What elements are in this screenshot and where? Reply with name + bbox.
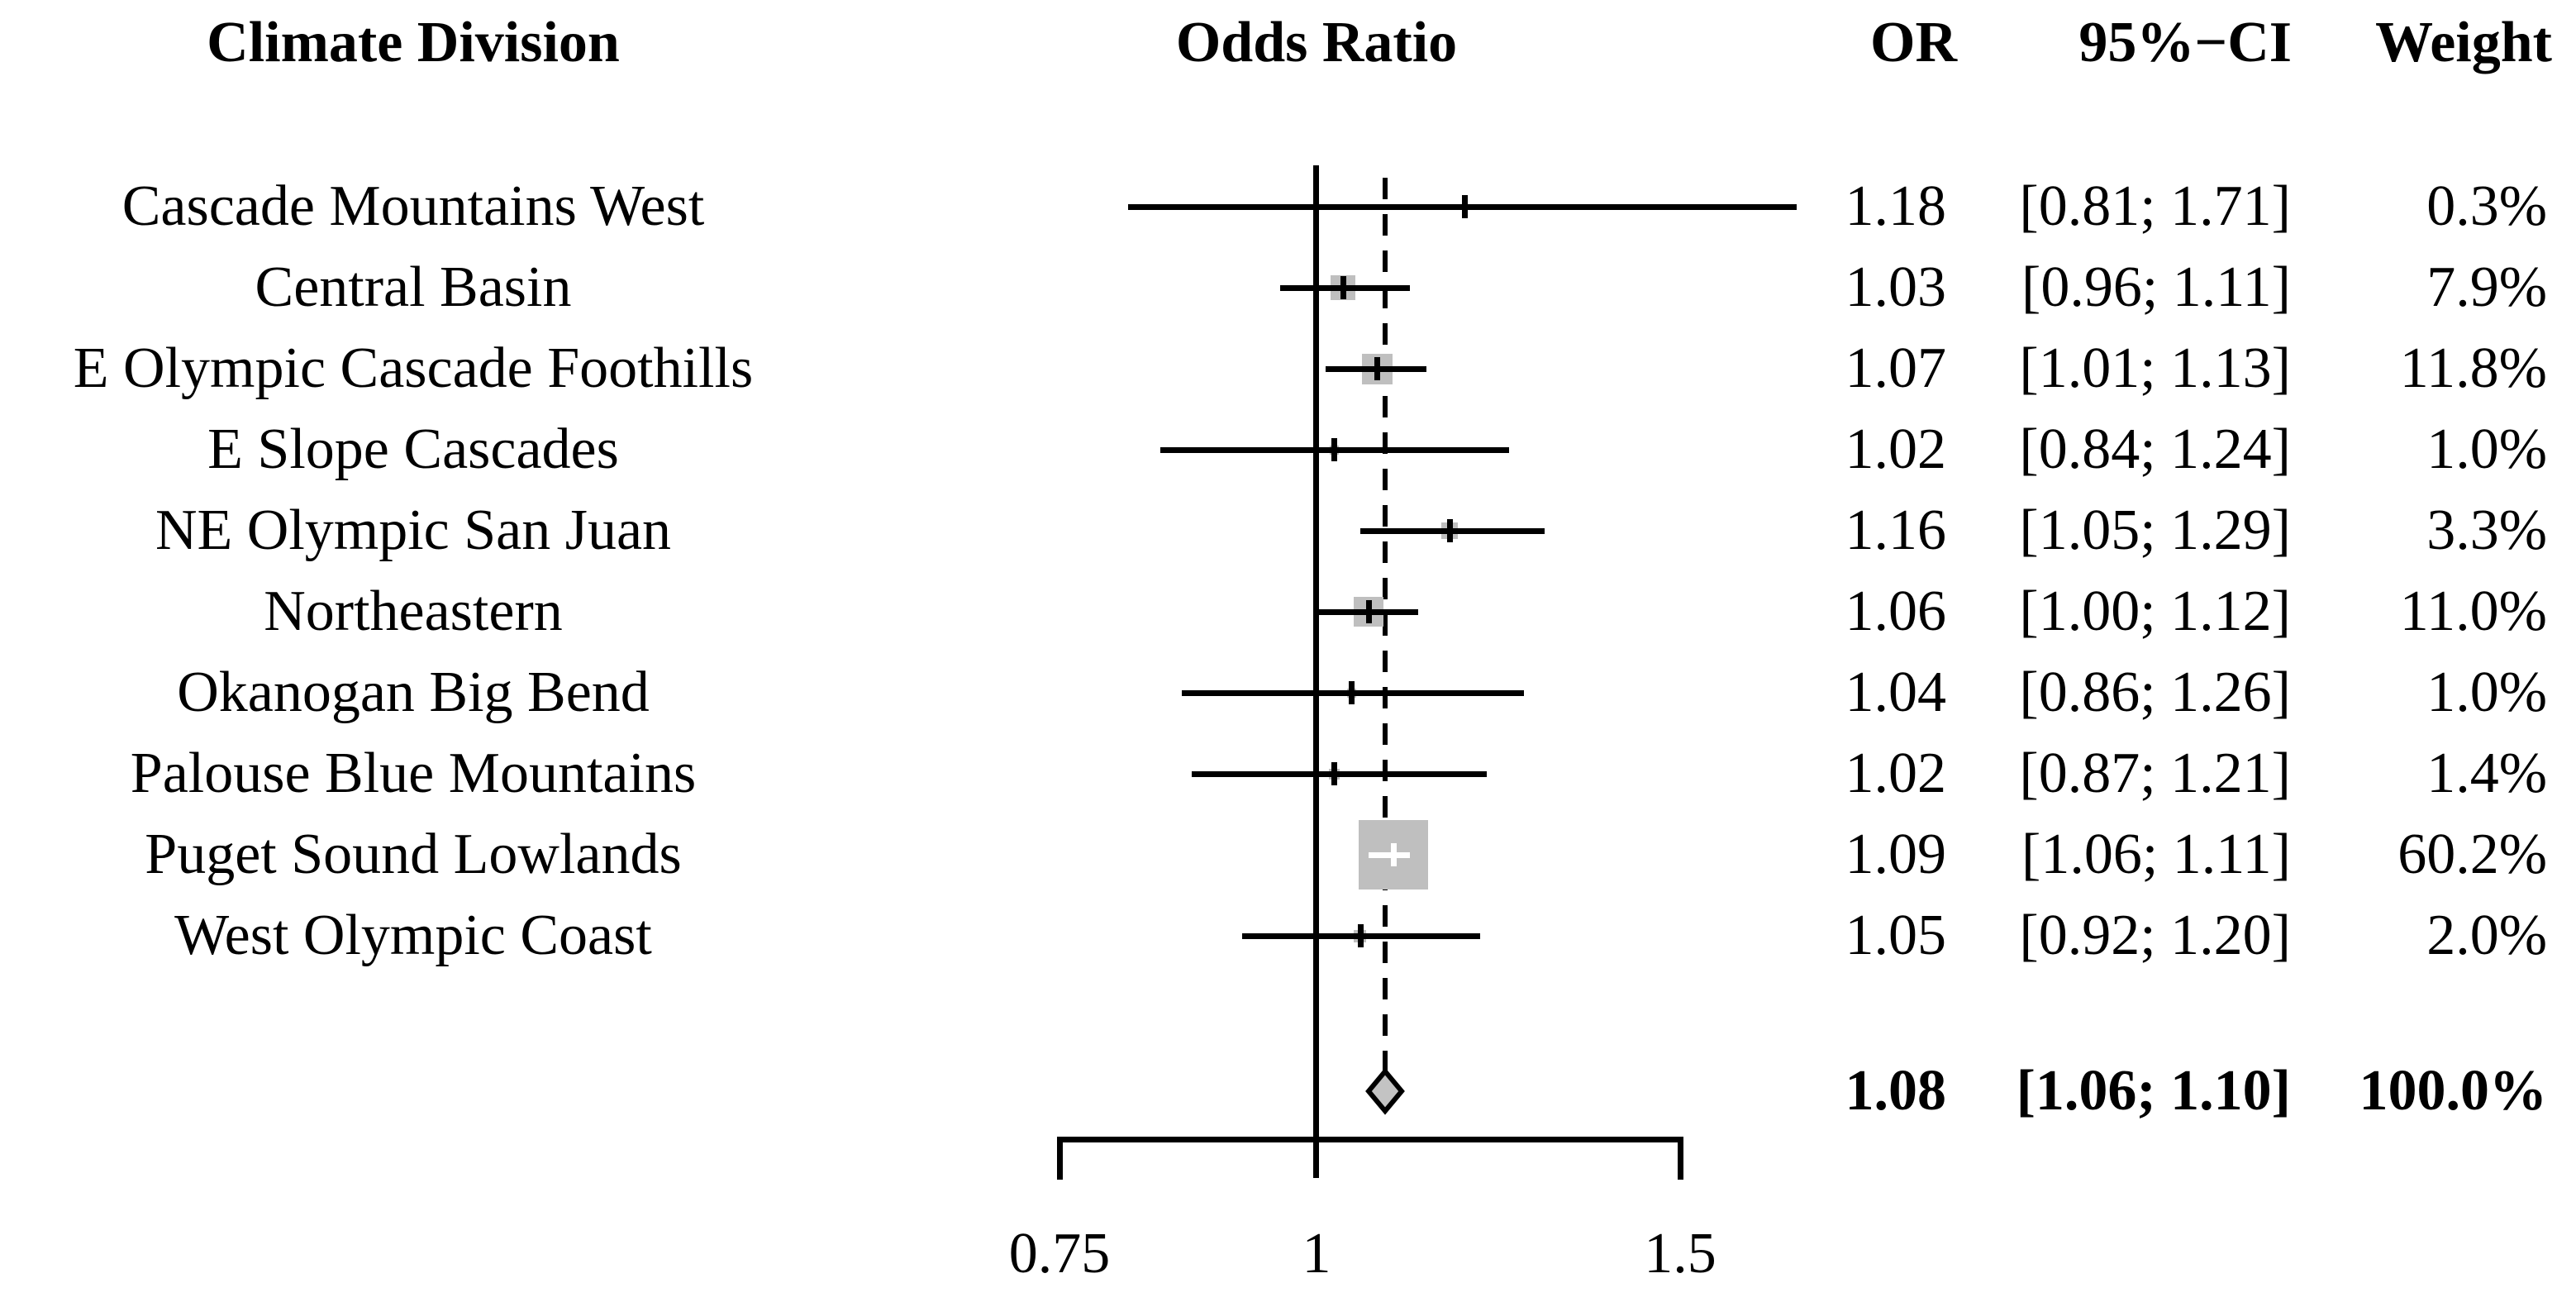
point-estimate-tick xyxy=(1374,357,1380,380)
summary-dashed-line xyxy=(1383,178,1388,1075)
reference-line-or-1 xyxy=(1313,165,1319,1178)
x-axis-end-tick-left xyxy=(1057,1137,1063,1180)
weight-value: 7.9% xyxy=(2426,255,2547,319)
column-header-study: Climate Division xyxy=(207,11,620,74)
x-axis-tick-label: 1 xyxy=(1302,1222,1331,1285)
ci-value: [1.01; 1.13] xyxy=(2019,336,2291,400)
or-value: 1.09 xyxy=(1845,823,1947,886)
study-label: Cascade Mountains West xyxy=(121,174,705,238)
column-header-plot: Odds Ratio xyxy=(1175,11,1458,74)
study-label: NE Olympic San Juan xyxy=(155,498,672,562)
study-label: Central Basin xyxy=(255,255,572,319)
point-estimate-tick xyxy=(1340,276,1346,299)
study-label: Palouse Blue Mountains xyxy=(130,742,697,805)
x-axis-line xyxy=(1059,1137,1680,1142)
summary-ci-value: [1.06; 1.10] xyxy=(2016,1059,2291,1123)
x-axis-tick-label: 0.75 xyxy=(1008,1222,1111,1285)
summary-or-value: 1.08 xyxy=(1845,1059,1947,1123)
study-label: E Olympic Cascade Foothills xyxy=(73,336,754,400)
study-label: Northeastern xyxy=(264,579,563,643)
point-estimate-tick xyxy=(1391,843,1397,866)
study-label: Puget Sound Lowlands xyxy=(145,823,682,886)
or-value: 1.04 xyxy=(1845,661,1947,724)
weight-value: 3.3% xyxy=(2426,498,2547,562)
study-label: West Olympic Coast xyxy=(174,904,652,967)
point-estimate-tick xyxy=(1447,519,1453,542)
summary-diamond xyxy=(1365,1067,1405,1115)
ci-value: [1.06; 1.11] xyxy=(2021,823,2291,886)
point-estimate-tick xyxy=(1349,681,1355,704)
column-header-or: OR xyxy=(1870,11,1957,74)
ci-value: [0.81; 1.71] xyxy=(2019,174,2291,238)
ci-value: [1.00; 1.12] xyxy=(2019,579,2291,643)
point-estimate-tick xyxy=(1358,924,1364,947)
or-value: 1.02 xyxy=(1845,417,1947,481)
weight-value: 2.0% xyxy=(2426,904,2547,967)
x-axis-tick-label: 1.5 xyxy=(1644,1222,1717,1285)
ci-value: [0.86; 1.26] xyxy=(2019,661,2291,724)
or-value: 1.07 xyxy=(1845,336,1947,400)
ci-value: [0.87; 1.21] xyxy=(2019,742,2291,805)
or-value: 1.18 xyxy=(1845,174,1947,238)
weight-value: 1.4% xyxy=(2426,742,2547,805)
x-axis-end-tick-right xyxy=(1678,1137,1683,1180)
point-estimate-tick xyxy=(1331,438,1337,461)
weight-value: 1.0% xyxy=(2426,661,2547,724)
column-header-weight: Weight xyxy=(2375,11,2552,74)
summary-weight-value: 100.0% xyxy=(2359,1059,2548,1123)
weight-value: 0.3% xyxy=(2426,174,2547,238)
or-value: 1.03 xyxy=(1845,255,1947,319)
point-estimate-tick xyxy=(1366,600,1372,623)
or-value: 1.06 xyxy=(1845,579,1947,643)
confidence-interval-line-inner xyxy=(1369,852,1410,858)
confidence-interval-line xyxy=(1192,771,1487,777)
study-label: Okanogan Big Bend xyxy=(177,661,650,724)
or-value: 1.16 xyxy=(1845,498,1947,562)
ci-value: [0.84; 1.24] xyxy=(2019,417,2291,481)
or-value: 1.02 xyxy=(1845,742,1947,805)
column-header-ci: 95%−CI xyxy=(2078,11,2292,74)
ci-value: [1.05; 1.29] xyxy=(2019,498,2291,562)
point-estimate-tick xyxy=(1462,195,1468,218)
ci-value: [0.96; 1.11] xyxy=(2021,255,2291,319)
or-value: 1.05 xyxy=(1845,904,1947,967)
weight-value: 11.8% xyxy=(2399,336,2547,400)
weight-value: 11.0% xyxy=(2399,579,2547,643)
point-estimate-tick xyxy=(1331,762,1337,785)
weight-value: 1.0% xyxy=(2426,417,2547,481)
ci-value: [0.92; 1.20] xyxy=(2019,904,2291,967)
weight-value: 60.2% xyxy=(2397,823,2547,886)
study-label: E Slope Cascades xyxy=(207,417,619,481)
